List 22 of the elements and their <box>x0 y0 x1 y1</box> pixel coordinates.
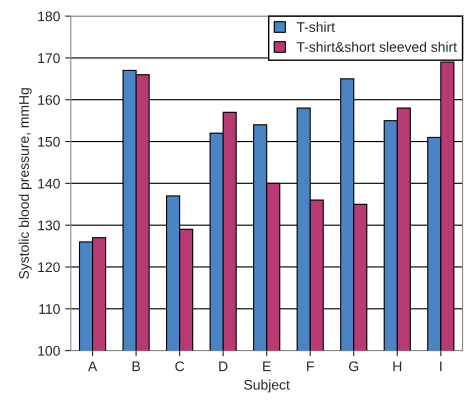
x-tick-label: H <box>393 362 402 372</box>
legend-label: T-shirt <box>296 22 335 32</box>
x-tick-label: B <box>132 362 140 372</box>
x-tick-label: G <box>349 361 358 372</box>
y-tick-label: 180 <box>38 11 60 22</box>
legend-label: T-shirt&short sleeved shirt <box>296 42 457 52</box>
y-tick-label: 140 <box>38 178 60 189</box>
x-tick-label: I <box>440 362 442 372</box>
x-tick-label: F <box>307 362 314 372</box>
x-tick-label: A <box>88 362 98 372</box>
y-tick-label: 150 <box>38 136 60 147</box>
x-tick-label: E <box>263 362 271 372</box>
y-tick-label: 170 <box>38 53 60 64</box>
x-tick-label: C <box>175 361 184 372</box>
y-axis-title: Systolic blood pressure, mmHg <box>18 88 32 279</box>
x-axis-title: Subject <box>244 380 290 392</box>
y-tick-label: 100 <box>38 346 60 356</box>
y-tick-label: 120 <box>38 262 60 272</box>
y-tick-label: 130 <box>38 220 60 230</box>
y-tick-label: 160 <box>38 95 60 105</box>
x-tick-label: D <box>219 362 228 372</box>
y-tick-label: 110 <box>39 304 60 314</box>
